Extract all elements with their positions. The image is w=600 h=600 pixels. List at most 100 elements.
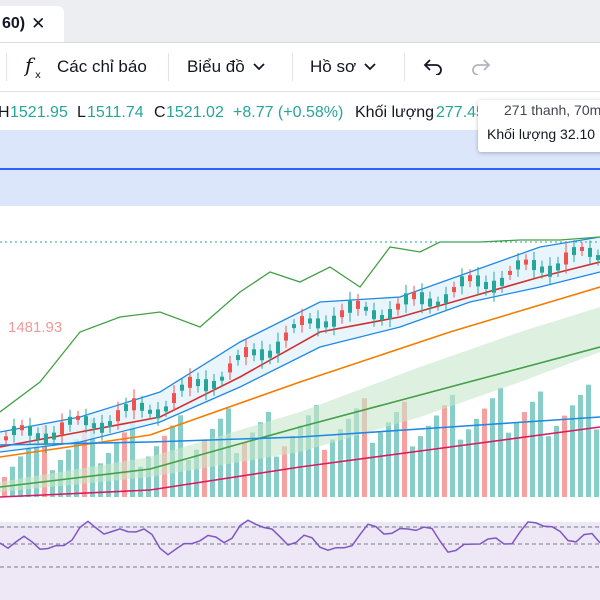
volume-bar xyxy=(586,384,591,497)
bollinger-bands xyxy=(0,236,600,453)
close-icon[interactable]: ✕ xyxy=(31,14,46,33)
candle-body xyxy=(4,436,8,441)
volume-bar xyxy=(514,422,519,497)
redo-icon xyxy=(471,59,491,75)
volume-bar xyxy=(522,412,527,497)
volume-bar xyxy=(258,422,263,497)
candle-body xyxy=(404,293,408,305)
tooltip-bars: 271 thanh, 70m xyxy=(504,102,600,118)
volume-bar xyxy=(194,449,199,497)
volume-bar xyxy=(426,425,431,497)
moving-average-lines xyxy=(0,236,600,498)
volume-bar xyxy=(570,405,575,497)
volume-bar xyxy=(362,398,367,497)
volume-bar xyxy=(202,439,207,497)
candle-body xyxy=(380,315,384,320)
green-ma-line xyxy=(0,346,600,488)
volume-bar xyxy=(482,408,487,497)
candle-body xyxy=(428,298,432,307)
low-value: 1511.74 xyxy=(87,104,144,121)
redo-button[interactable] xyxy=(471,53,491,81)
volume-bar xyxy=(18,456,23,497)
candle-body xyxy=(68,416,72,425)
candle-body xyxy=(76,415,80,420)
tooltip-volume: Khối lượng 32.10 xyxy=(487,126,596,142)
volume-bar xyxy=(274,456,279,497)
candle-body xyxy=(92,423,96,429)
candle-body xyxy=(524,259,528,265)
volume-bar xyxy=(474,419,479,497)
tab-bar: 60) ✕ xyxy=(0,0,600,43)
indicators-button[interactable]: f x Các chỉ báo xyxy=(24,53,147,81)
lower-band xyxy=(0,271,600,453)
candle-body xyxy=(396,303,400,310)
candle-body xyxy=(596,255,600,261)
volume-key: Khối lượng xyxy=(355,104,435,121)
candle-body xyxy=(244,347,248,358)
volume-bar xyxy=(90,418,95,497)
undo-icon xyxy=(423,59,443,75)
volume-bar xyxy=(82,428,87,497)
candle-body xyxy=(484,282,488,289)
volume-bar xyxy=(538,391,543,497)
profile-button[interactable]: Hồ sơ xyxy=(310,53,376,81)
candle-body xyxy=(220,376,224,381)
volume-bar xyxy=(498,388,503,497)
candle-body xyxy=(508,270,512,275)
volume-bar xyxy=(410,446,415,497)
candle-body xyxy=(276,341,280,354)
candlesticks xyxy=(4,240,600,454)
candle-body xyxy=(60,422,64,435)
candle-body xyxy=(540,266,544,273)
candle-body xyxy=(260,349,264,361)
red-line xyxy=(0,261,600,448)
volume-bar xyxy=(242,442,247,497)
volume-bar xyxy=(34,435,39,497)
volume-bar xyxy=(330,439,335,497)
candle-body xyxy=(388,309,392,320)
toolbar-divider xyxy=(404,53,405,81)
svg-text:x: x xyxy=(35,70,41,80)
undo-button[interactable] xyxy=(423,53,443,81)
band-line[interactable] xyxy=(0,168,600,170)
volume-bar xyxy=(346,418,351,497)
candle-body xyxy=(44,433,48,445)
chart-type-label: Biểu đồ xyxy=(187,57,245,76)
chart-type-button[interactable]: Biểu đồ xyxy=(187,53,265,81)
volume-bar xyxy=(506,432,511,497)
change-value: +8.77 (+0.58%) xyxy=(233,104,344,121)
candle-body xyxy=(356,300,360,309)
candle-body xyxy=(316,318,320,329)
candle-body xyxy=(460,276,464,287)
chevron-down-icon xyxy=(253,63,265,71)
candle-body xyxy=(348,300,352,313)
cloud-fill xyxy=(0,307,600,492)
candle-body xyxy=(156,409,160,419)
volume-bar xyxy=(290,436,295,497)
volume-bar xyxy=(554,425,559,497)
price-chart[interactable] xyxy=(0,207,600,600)
candle-body xyxy=(20,425,24,431)
candle-body xyxy=(12,426,16,436)
volume-bar xyxy=(530,401,535,497)
toolbar-divider xyxy=(6,53,7,81)
toolbar-divider xyxy=(292,53,293,81)
oscillator-line xyxy=(0,519,600,556)
volume-bar xyxy=(490,398,495,497)
volume-bar xyxy=(562,415,567,497)
candle-body xyxy=(492,280,496,293)
candle-body xyxy=(532,260,536,270)
low-key: L xyxy=(77,104,86,121)
upper-band xyxy=(0,236,600,433)
chart-tab[interactable]: 60) ✕ xyxy=(0,6,64,42)
candle-body xyxy=(252,349,256,356)
candle-body xyxy=(580,247,584,251)
candle-body xyxy=(452,287,456,293)
candle-body xyxy=(364,306,368,311)
profile-label: Hồ sơ xyxy=(310,57,357,76)
volume-bar xyxy=(186,460,191,497)
candle-body xyxy=(500,277,504,286)
oscillator-background xyxy=(0,522,600,600)
volume-bar xyxy=(402,401,407,497)
candle-body xyxy=(180,384,184,391)
